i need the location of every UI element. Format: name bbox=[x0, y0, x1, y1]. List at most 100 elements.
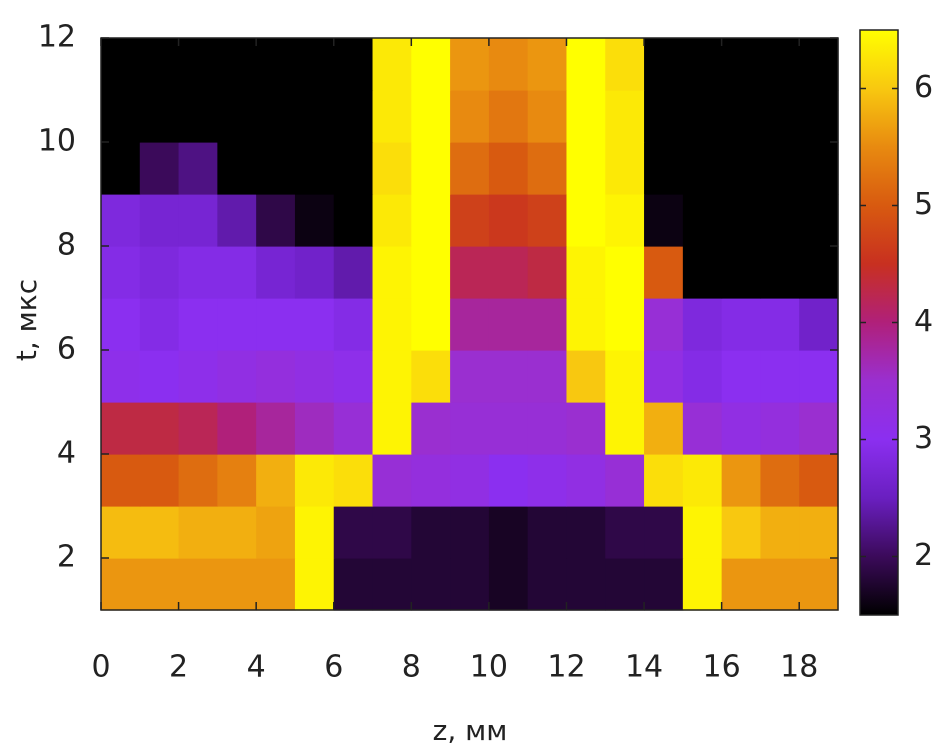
heatmap-cell bbox=[527, 350, 568, 403]
heatmap-cell bbox=[178, 558, 218, 611]
heatmap-cell bbox=[333, 558, 374, 611]
heatmap-cell bbox=[217, 38, 257, 91]
heatmap-cell bbox=[333, 38, 374, 91]
heatmap-cell bbox=[566, 298, 606, 351]
heatmap-cell bbox=[139, 38, 180, 91]
heatmap-cell bbox=[682, 246, 723, 299]
heatmap-cell bbox=[294, 402, 335, 455]
heatmap-cell bbox=[644, 298, 684, 351]
heatmap-cell bbox=[217, 142, 257, 195]
heatmap-cell bbox=[644, 506, 684, 559]
y-tick-label: 8 bbox=[57, 228, 76, 263]
heatmap-cell bbox=[527, 298, 568, 351]
heatmap-cell bbox=[178, 454, 218, 507]
x-tick-label: 8 bbox=[402, 650, 421, 685]
heatmap-cell bbox=[760, 506, 800, 559]
heatmap-cell bbox=[450, 90, 490, 143]
heatmap-cell bbox=[139, 142, 180, 195]
heatmap-cell bbox=[101, 38, 141, 91]
heatmap-cell bbox=[333, 506, 374, 559]
heatmap-cell bbox=[372, 558, 412, 611]
heatmap-cell bbox=[488, 350, 529, 403]
heatmap-cell bbox=[760, 246, 800, 299]
heatmap-cell bbox=[256, 454, 296, 507]
heatmap-cell bbox=[799, 298, 839, 351]
heatmap-cell bbox=[527, 246, 568, 299]
x-tick-label: 12 bbox=[547, 650, 585, 685]
heatmap-cell bbox=[217, 298, 257, 351]
heatmap-cell bbox=[682, 90, 723, 143]
x-tick-label: 2 bbox=[169, 650, 188, 685]
colorbar-tick-label: 5 bbox=[914, 187, 933, 222]
heatmap-cell bbox=[488, 246, 529, 299]
heatmap-cell bbox=[488, 558, 529, 611]
heatmap-cell bbox=[799, 246, 839, 299]
heatmap-cell bbox=[799, 90, 839, 143]
heatmap-cell bbox=[566, 38, 606, 91]
colorbar-tick-label: 3 bbox=[914, 421, 933, 456]
heatmap-cell bbox=[760, 38, 800, 91]
heatmap-cell bbox=[411, 558, 451, 611]
heatmap-cell bbox=[217, 350, 257, 403]
heatmap-cell bbox=[178, 246, 218, 299]
heatmap-cell bbox=[450, 194, 490, 247]
x-tick-label: 14 bbox=[625, 650, 663, 685]
colorbar-tick-label: 2 bbox=[914, 538, 933, 573]
heatmap-cell bbox=[178, 506, 218, 559]
heatmap-cell bbox=[333, 454, 374, 507]
heatmap-cell bbox=[644, 454, 684, 507]
heatmap-cell bbox=[411, 38, 451, 91]
heatmap-cell bbox=[760, 402, 800, 455]
heatmap-cell bbox=[372, 90, 412, 143]
heatmap-cell bbox=[605, 454, 645, 507]
heatmap-cell bbox=[139, 90, 180, 143]
heatmap-cell bbox=[333, 350, 374, 403]
heatmap-cell bbox=[566, 558, 606, 611]
heatmap-cell bbox=[644, 558, 684, 611]
heatmap-cell bbox=[372, 402, 412, 455]
heatmap-cell bbox=[217, 558, 257, 611]
heatmap-cell bbox=[644, 38, 684, 91]
heatmap-cell bbox=[527, 194, 568, 247]
heatmap-cell bbox=[178, 194, 218, 247]
heatmap-cell bbox=[333, 142, 374, 195]
heatmap-cell bbox=[294, 350, 335, 403]
heatmap-cell bbox=[101, 194, 141, 247]
heatmap-cell bbox=[682, 194, 723, 247]
heatmap-cell bbox=[256, 90, 296, 143]
heatmap-cell bbox=[178, 350, 218, 403]
heatmap-cell bbox=[760, 558, 800, 611]
heatmap-cell bbox=[294, 506, 335, 559]
heatmap-cell bbox=[294, 298, 335, 351]
heatmap-cell bbox=[682, 350, 723, 403]
heatmap-cell bbox=[450, 298, 490, 351]
heatmap-cell bbox=[256, 506, 296, 559]
heatmap-cell bbox=[178, 90, 218, 143]
heatmap-cell bbox=[644, 142, 684, 195]
heatmap-cell bbox=[605, 298, 645, 351]
heatmap-cell bbox=[333, 298, 374, 351]
heatmap-cell bbox=[178, 298, 218, 351]
heatmap-cell bbox=[139, 506, 180, 559]
x-axis-title: z, мм bbox=[433, 714, 508, 747]
colorbar-tick-label: 4 bbox=[914, 304, 933, 339]
heatmap-cell bbox=[527, 402, 568, 455]
heatmap-cell bbox=[527, 454, 568, 507]
heatmap-cell bbox=[566, 350, 606, 403]
heatmap-cell bbox=[139, 194, 180, 247]
heatmap-cell bbox=[682, 558, 723, 611]
heatmap-cell bbox=[101, 90, 141, 143]
heatmap-cell bbox=[644, 194, 684, 247]
heatmap-cell bbox=[372, 194, 412, 247]
heatmap-cell bbox=[527, 90, 568, 143]
heatmap-cell bbox=[450, 454, 490, 507]
heatmap-cell bbox=[527, 142, 568, 195]
heatmap-cell bbox=[372, 142, 412, 195]
heatmap-cell bbox=[256, 402, 296, 455]
x-tick-label: 16 bbox=[703, 650, 741, 685]
heatmap-cell bbox=[217, 90, 257, 143]
heatmap-cell bbox=[760, 350, 800, 403]
y-tick-label: 12 bbox=[38, 20, 76, 55]
heatmap-cell bbox=[566, 246, 606, 299]
heatmap-cell bbox=[217, 506, 257, 559]
